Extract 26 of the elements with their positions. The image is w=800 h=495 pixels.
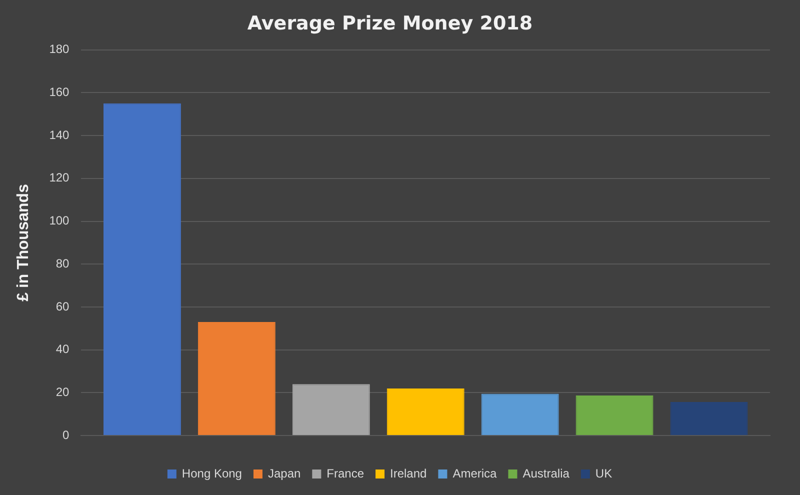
- y-tick-label: 180: [49, 42, 70, 56]
- y-axis-title: £ in Thousands: [15, 184, 32, 302]
- legend-label: Ireland: [390, 466, 427, 480]
- bar: [198, 322, 276, 436]
- y-tick-label: 80: [56, 256, 70, 270]
- legend-label: Hong Kong: [182, 466, 242, 480]
- y-tick-label: 120: [49, 170, 70, 185]
- legend-label: France: [326, 466, 364, 480]
- legend-label: America: [452, 466, 498, 480]
- bar: [386, 388, 464, 436]
- bar: [292, 384, 370, 436]
- bar: [481, 394, 559, 436]
- chart-title: Average Prize Money 2018: [247, 12, 533, 34]
- bar: [670, 402, 748, 436]
- legend-label: UK: [595, 466, 612, 480]
- y-tick-label: 60: [56, 299, 70, 314]
- y-tick-label: 140: [49, 128, 70, 142]
- y-tick-label: 40: [56, 342, 70, 356]
- y-tick-label: 160: [49, 84, 70, 99]
- y-tick-label: 20: [56, 385, 70, 400]
- legend-label: Australia: [522, 466, 570, 480]
- bar: [104, 103, 181, 436]
- y-tick-label: 100: [49, 214, 70, 228]
- legend-label: Japan: [268, 466, 301, 480]
- bar: [576, 396, 654, 436]
- y-tick-label: 0: [62, 428, 70, 442]
